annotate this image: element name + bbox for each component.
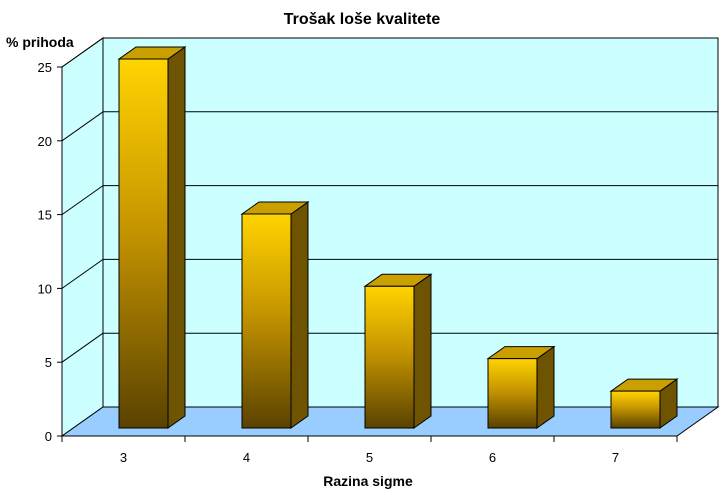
chart-title: Trošak loše kvalitete (284, 11, 441, 28)
y-tick-label: 20 (38, 134, 52, 149)
gridline-diagonal (61, 185, 104, 216)
side-wall (61, 37, 104, 437)
y-tick-label: 25 (38, 60, 52, 75)
x-tick-label: 7 (612, 450, 619, 465)
x-tick-label: 4 (243, 450, 250, 465)
bar-4 (241, 213, 292, 429)
x-tick-label: 6 (489, 450, 496, 465)
x-tick-label: 3 (120, 450, 127, 465)
plot-area: 0 5 10 15 20 25 3 4 5 6 7 (38, 37, 720, 465)
gridline-diagonal (61, 332, 104, 363)
gridline-diagonal (61, 111, 104, 142)
gridline-diagonal (61, 37, 104, 68)
bar-side-4 (290, 201, 309, 429)
x-tick-label: 5 (366, 450, 373, 465)
y-tick-label: 5 (45, 355, 52, 370)
bar-5 (364, 285, 415, 429)
x-axis-title: Razina sigme (323, 473, 413, 489)
bar-side-6 (536, 345, 555, 429)
y-axis-title: % prihoda (6, 34, 74, 50)
y-tick-label: 15 (38, 208, 52, 223)
bar-side-3 (167, 46, 186, 429)
gridline-diagonal (61, 258, 104, 289)
y-tick-label: 0 (45, 429, 52, 444)
bar-6 (487, 358, 538, 429)
y-tick-label: 10 (38, 281, 52, 296)
bar-3 (118, 58, 169, 429)
bar-side-5 (413, 273, 432, 429)
bar-7 (610, 390, 661, 429)
